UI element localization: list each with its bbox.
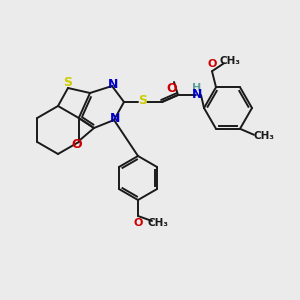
Text: S: S [139, 94, 148, 107]
Text: N: N [192, 88, 202, 100]
Text: N: N [108, 79, 118, 92]
Text: O: O [133, 218, 143, 228]
Text: S: S [64, 76, 73, 89]
Text: CH₃: CH₃ [220, 56, 241, 66]
Text: O: O [167, 82, 177, 94]
Text: H: H [192, 83, 202, 93]
Text: O: O [207, 59, 217, 69]
Text: N: N [110, 112, 120, 125]
Text: O: O [72, 139, 82, 152]
Text: CH₃: CH₃ [254, 131, 274, 141]
Text: CH₃: CH₃ [148, 218, 169, 228]
